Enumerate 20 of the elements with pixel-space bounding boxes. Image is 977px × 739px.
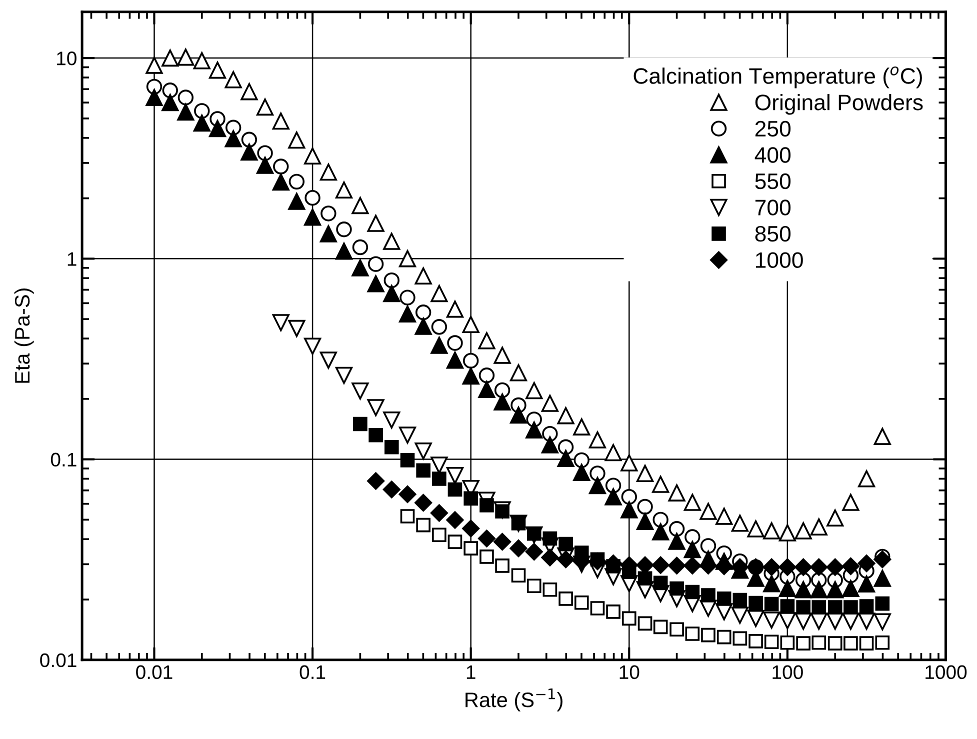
y-tick-label: 0.01: [40, 653, 76, 668]
y-tick-label: 10: [57, 52, 76, 66]
x-tick-label: 0.1: [300, 665, 326, 680]
legend-label: 250: [755, 120, 791, 137]
y-tick-label: 1: [68, 252, 76, 266]
legend-title: Calcination Temperature ($^{o}$C): [634, 66, 922, 88]
x-tick-label: 1000: [926, 665, 967, 680]
legend-label: 700: [755, 200, 791, 216]
legend-label: 550: [755, 173, 791, 190]
legend-label: Original Powders: [755, 94, 923, 115]
x-tick-label: 100: [772, 665, 803, 680]
y-tick-label: 0.1: [50, 452, 76, 467]
legend-label: 850: [755, 226, 791, 242]
legend-label: 1000: [756, 252, 803, 268]
x-tick-label: 1: [466, 666, 476, 679]
legend-label: 400: [754, 147, 791, 163]
x-axis-title: Rate (S$^{−1}$): [466, 688, 562, 712]
x-tick-label: 10: [620, 665, 640, 680]
y-axis-title: Eta (Pa-S): [14, 288, 34, 383]
x-tick-label: 0.01: [136, 665, 172, 680]
